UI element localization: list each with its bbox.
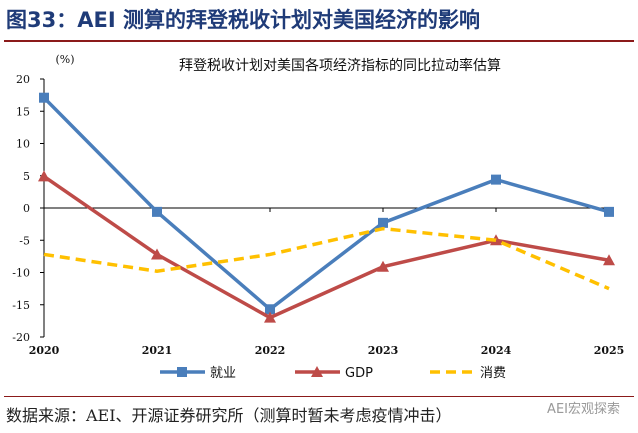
- data-point: [265, 304, 275, 315]
- data-point: [264, 311, 276, 323]
- y-tick-label: -10: [12, 267, 30, 280]
- x-tick-label: 2025: [594, 344, 625, 357]
- data-point: [603, 254, 615, 266]
- data-point: [378, 217, 388, 228]
- title-divider: [4, 40, 634, 42]
- x-tick-label: 2024: [481, 344, 512, 357]
- y-tick-label: -5: [19, 234, 30, 247]
- y-tick-label: 0: [23, 202, 30, 215]
- data-point: [151, 248, 163, 260]
- y-axis-unit: (%): [55, 53, 74, 66]
- source-note: 数据来源：AEI、开源证券研究所（测算时暂未考虑疫情冲击）: [6, 406, 452, 425]
- legend-marker: [177, 367, 187, 377]
- chart-title: 拜登税收计划对美国各项经济指标的同比拉动率估算: [179, 57, 501, 74]
- data-point: [377, 260, 389, 272]
- x-tick-label: 2021: [142, 344, 173, 357]
- data-point: [604, 206, 614, 217]
- legend-label: GDP: [345, 366, 373, 381]
- legend-label: 消费: [480, 366, 506, 381]
- y-tick-label: -15: [12, 299, 30, 312]
- legend-marker: [311, 366, 323, 377]
- x-tick-label: 2020: [29, 344, 60, 357]
- y-tick-label: 20: [16, 73, 30, 86]
- y-tick-label: 5: [23, 170, 30, 183]
- x-tick-label: 2022: [255, 344, 286, 357]
- figure-title: 图33：AEI 测算的拜登税收计划对美国经济的影响: [6, 8, 480, 32]
- data-point: [39, 92, 49, 103]
- source-divider: [4, 396, 634, 397]
- data-point: [491, 174, 501, 185]
- legend-label: 就业: [210, 366, 236, 381]
- data-point: [38, 170, 50, 182]
- series-line-1: [43, 174, 610, 320]
- series-line-2: [43, 226, 610, 291]
- data-point: [152, 206, 162, 217]
- line-chart: 拜登税收计划对美国各项经济指标的同比拉动率估算 (%) 20 15 10 5 0 -5 -1…: [12, 53, 625, 381]
- y-tick-label: 10: [16, 138, 30, 151]
- watermark: AEI宏观探索: [547, 402, 620, 417]
- series-line-0: [42, 96, 610, 312]
- y-tick-label: 15: [16, 105, 30, 118]
- y-tick-label: -20: [12, 331, 30, 344]
- x-tick-label: 2023: [368, 344, 399, 357]
